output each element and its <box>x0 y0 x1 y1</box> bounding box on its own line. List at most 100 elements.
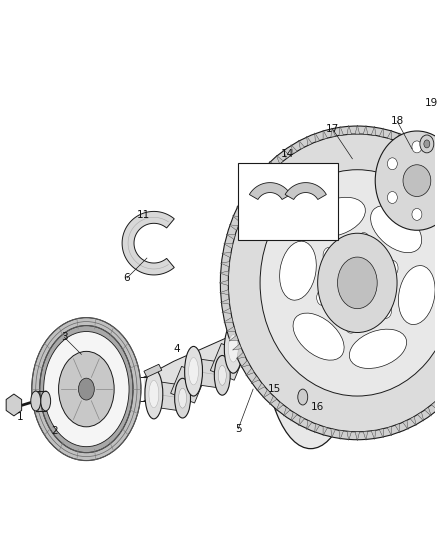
Polygon shape <box>371 430 376 440</box>
Polygon shape <box>233 344 242 350</box>
Text: 14: 14 <box>281 149 294 159</box>
Text: 2: 2 <box>51 426 58 436</box>
Ellipse shape <box>317 289 328 305</box>
Ellipse shape <box>189 358 198 385</box>
Polygon shape <box>417 412 424 421</box>
Polygon shape <box>241 198 250 205</box>
Ellipse shape <box>220 126 438 440</box>
Ellipse shape <box>298 389 308 405</box>
Polygon shape <box>233 216 242 222</box>
Polygon shape <box>250 321 285 357</box>
Ellipse shape <box>270 302 276 312</box>
Polygon shape <box>339 430 343 440</box>
Polygon shape <box>371 126 376 135</box>
Ellipse shape <box>420 135 434 153</box>
Polygon shape <box>395 133 400 142</box>
Polygon shape <box>387 130 392 139</box>
Polygon shape <box>222 253 231 257</box>
Polygon shape <box>246 190 254 197</box>
Polygon shape <box>249 183 291 199</box>
Polygon shape <box>283 407 290 416</box>
Ellipse shape <box>387 191 397 204</box>
Ellipse shape <box>260 169 438 396</box>
Polygon shape <box>222 308 231 313</box>
Polygon shape <box>144 295 318 401</box>
Ellipse shape <box>297 234 304 244</box>
Polygon shape <box>417 144 424 154</box>
Polygon shape <box>219 280 228 286</box>
Polygon shape <box>290 298 325 335</box>
Polygon shape <box>331 128 336 137</box>
Text: 3: 3 <box>61 333 68 343</box>
Polygon shape <box>219 289 229 295</box>
Polygon shape <box>339 126 343 135</box>
Ellipse shape <box>40 326 133 453</box>
Polygon shape <box>269 161 277 170</box>
Ellipse shape <box>44 332 129 447</box>
Ellipse shape <box>412 141 422 153</box>
Ellipse shape <box>59 351 114 427</box>
Text: 11: 11 <box>137 211 151 220</box>
Polygon shape <box>257 383 265 391</box>
Text: 4: 4 <box>173 344 180 354</box>
Ellipse shape <box>437 158 438 169</box>
Ellipse shape <box>318 419 324 429</box>
Ellipse shape <box>254 333 270 373</box>
Polygon shape <box>363 125 368 134</box>
Ellipse shape <box>185 346 202 396</box>
Text: 5: 5 <box>235 424 241 434</box>
Polygon shape <box>220 299 230 304</box>
Ellipse shape <box>228 134 438 432</box>
Polygon shape <box>171 366 205 403</box>
Polygon shape <box>210 343 245 380</box>
Ellipse shape <box>318 233 397 333</box>
Ellipse shape <box>294 310 310 350</box>
Ellipse shape <box>298 320 306 340</box>
Polygon shape <box>263 390 271 398</box>
Polygon shape <box>291 144 297 154</box>
Polygon shape <box>403 136 408 146</box>
Ellipse shape <box>214 356 230 395</box>
Polygon shape <box>219 271 229 276</box>
Polygon shape <box>226 234 235 239</box>
Ellipse shape <box>338 257 377 309</box>
Text: 17: 17 <box>326 124 339 134</box>
Polygon shape <box>363 431 368 440</box>
Ellipse shape <box>336 259 341 269</box>
Ellipse shape <box>93 377 105 401</box>
Polygon shape <box>192 359 224 388</box>
Ellipse shape <box>258 343 266 362</box>
Polygon shape <box>152 381 184 411</box>
Polygon shape <box>424 407 431 416</box>
Ellipse shape <box>387 158 397 169</box>
Polygon shape <box>299 416 304 426</box>
Polygon shape <box>355 432 360 441</box>
Text: 1: 1 <box>17 412 23 422</box>
Polygon shape <box>224 317 233 322</box>
Ellipse shape <box>218 366 226 385</box>
Text: 16: 16 <box>311 402 324 412</box>
Polygon shape <box>347 125 352 134</box>
Polygon shape <box>246 368 254 376</box>
Polygon shape <box>379 429 384 438</box>
Ellipse shape <box>375 131 438 230</box>
Text: 19: 19 <box>425 98 438 108</box>
Ellipse shape <box>437 191 438 204</box>
Polygon shape <box>331 429 336 438</box>
Ellipse shape <box>228 335 238 362</box>
Polygon shape <box>283 150 290 159</box>
Polygon shape <box>424 150 431 159</box>
Ellipse shape <box>358 232 370 248</box>
Ellipse shape <box>145 369 163 419</box>
Polygon shape <box>251 182 259 190</box>
Ellipse shape <box>275 244 346 419</box>
Ellipse shape <box>263 214 358 449</box>
Ellipse shape <box>224 324 242 373</box>
Polygon shape <box>122 212 174 275</box>
Ellipse shape <box>350 329 406 368</box>
Polygon shape <box>6 394 21 416</box>
Ellipse shape <box>371 206 422 253</box>
Ellipse shape <box>268 312 278 339</box>
Ellipse shape <box>323 247 335 263</box>
Polygon shape <box>315 424 320 433</box>
